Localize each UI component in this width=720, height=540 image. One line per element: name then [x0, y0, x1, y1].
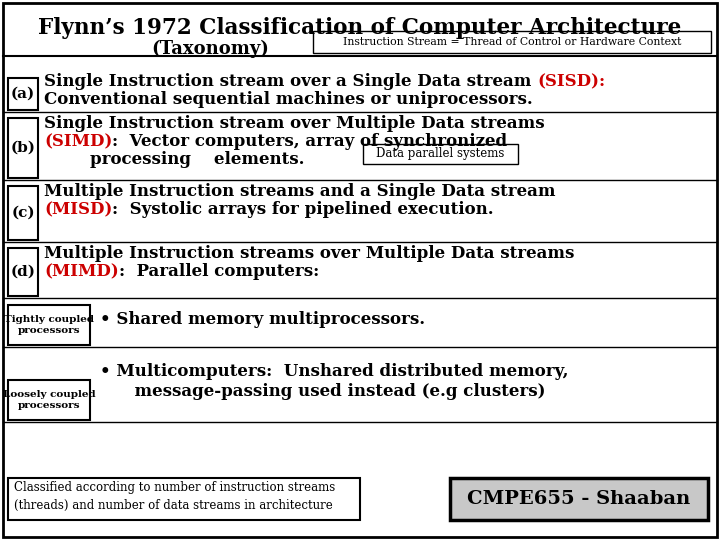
Text: Multiple Instruction streams over Multiple Data streams: Multiple Instruction streams over Multip… — [44, 245, 575, 262]
Text: Classified according to number of instruction streams: Classified according to number of instru… — [14, 481, 336, 494]
Text: Loosely coupled
processors: Loosely coupled processors — [3, 390, 95, 410]
Text: message-passing used instead (e.g clusters): message-passing used instead (e.g cluste… — [100, 383, 546, 401]
Text: • Shared memory multiprocessors.: • Shared memory multiprocessors. — [100, 312, 425, 328]
Text: Flynn’s 1972 Classification of Computer Architecture: Flynn’s 1972 Classification of Computer … — [38, 17, 682, 39]
Text: Data parallel systems: Data parallel systems — [376, 147, 504, 160]
Bar — [8, 380, 90, 420]
Bar — [450, 478, 708, 520]
Text: (d): (d) — [11, 265, 35, 279]
Bar — [8, 478, 360, 520]
Text: (SISD):: (SISD): — [537, 73, 606, 90]
Text: Tightly coupled
processors: Tightly coupled processors — [4, 315, 94, 335]
Text: processing    elements.: processing elements. — [44, 151, 305, 168]
Text: (b): (b) — [11, 141, 35, 155]
Text: :  Vector computers, array of synchronized: : Vector computers, array of synchronize… — [112, 133, 508, 150]
Bar — [8, 78, 38, 110]
Text: Multiple Instruction streams and a Single Data stream: Multiple Instruction streams and a Singl… — [44, 183, 556, 200]
Text: (MISD): (MISD) — [44, 201, 112, 218]
Text: :  Parallel computers:: : Parallel computers: — [119, 263, 319, 280]
Bar — [8, 248, 38, 296]
Text: (a): (a) — [11, 87, 35, 101]
Text: Instruction Stream = Thread of Control or Hardware Context: Instruction Stream = Thread of Control o… — [343, 37, 681, 47]
Text: • Multicomputers:  Unshared distributed memory,: • Multicomputers: Unshared distributed m… — [100, 363, 569, 381]
Text: (threads) and number of data streams in architecture: (threads) and number of data streams in … — [14, 498, 333, 511]
Bar — [8, 118, 38, 178]
Text: (Taxonomy): (Taxonomy) — [151, 40, 269, 58]
Bar — [8, 186, 38, 240]
Text: Single Instruction stream over Multiple Data streams: Single Instruction stream over Multiple … — [44, 115, 544, 132]
Text: :  Systolic arrays for pipelined execution.: : Systolic arrays for pipelined executio… — [112, 201, 494, 218]
Text: (c): (c) — [12, 206, 35, 220]
Text: CMPE655 - Shaaban: CMPE655 - Shaaban — [467, 490, 690, 508]
Bar — [8, 305, 90, 345]
Text: Conventional sequential machines or uniprocessors.: Conventional sequential machines or unip… — [44, 91, 533, 108]
Text: (SIMD): (SIMD) — [44, 133, 112, 150]
Bar — [313, 31, 711, 53]
Text: Single Instruction stream over a Single Data stream: Single Instruction stream over a Single … — [44, 73, 537, 90]
Text: (MIMD): (MIMD) — [44, 263, 119, 280]
Bar — [363, 144, 518, 164]
